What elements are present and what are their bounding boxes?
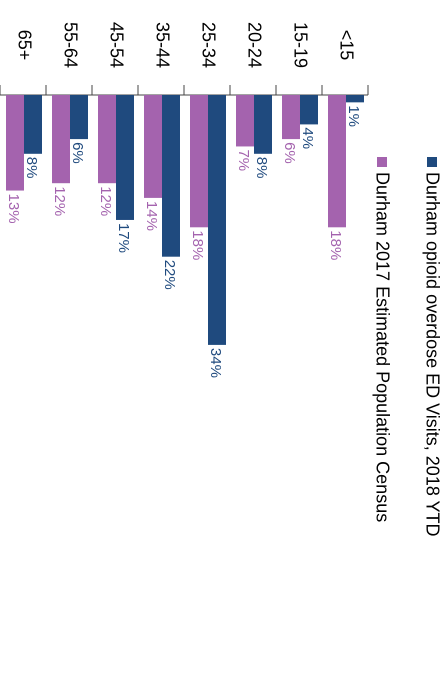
bar: [236, 95, 254, 147]
category-label: 15-19: [290, 22, 310, 68]
value-label: 17%: [115, 223, 132, 253]
bar: [116, 95, 134, 220]
bar: [190, 95, 208, 228]
bar: [70, 95, 88, 140]
rotated-chart: <151%18%15-194%6%20-248%7%25-3434%18%35-…: [0, 22, 442, 537]
bar: [144, 95, 162, 198]
value-label: 4%: [299, 127, 316, 149]
category-label: 20-24: [244, 22, 264, 68]
category-label: 25-34: [198, 22, 218, 68]
bar: [254, 95, 272, 154]
bar: [98, 95, 116, 184]
bar: [162, 95, 180, 257]
category-label: 55-64: [60, 22, 80, 68]
bar: [328, 95, 346, 228]
value-label: 6%: [281, 142, 298, 164]
value-label: 12%: [97, 186, 114, 216]
value-label: 12%: [51, 186, 68, 216]
bar: [300, 95, 318, 125]
bar: [52, 95, 70, 184]
category-label: <15: [336, 30, 356, 61]
legend-swatch: [377, 157, 387, 167]
value-label: 7%: [235, 149, 252, 171]
value-label: 6%: [69, 142, 86, 164]
legend-label: Durham 2017 Estimated Population Census: [372, 172, 392, 522]
category-label: 35-44: [152, 22, 172, 68]
legend-label: Durham opioid overdose ED Visits, 2018 Y…: [422, 172, 442, 537]
category-label: 45-54: [106, 22, 126, 68]
bar: [6, 95, 24, 191]
value-label: 34%: [207, 348, 224, 378]
bar: [346, 95, 364, 103]
value-label: 8%: [253, 157, 270, 179]
value-label: 22%: [161, 260, 178, 290]
value-label: 14%: [143, 201, 160, 231]
bar: [282, 95, 300, 140]
value-label: 8%: [23, 157, 40, 179]
value-label: 18%: [189, 230, 206, 260]
bar: [208, 95, 226, 345]
value-label: 18%: [327, 230, 344, 260]
bar: [24, 95, 42, 154]
value-label: 13%: [5, 194, 22, 224]
value-label: 1%: [345, 105, 362, 127]
category-label: 65+: [14, 30, 34, 61]
legend-swatch: [427, 157, 437, 167]
